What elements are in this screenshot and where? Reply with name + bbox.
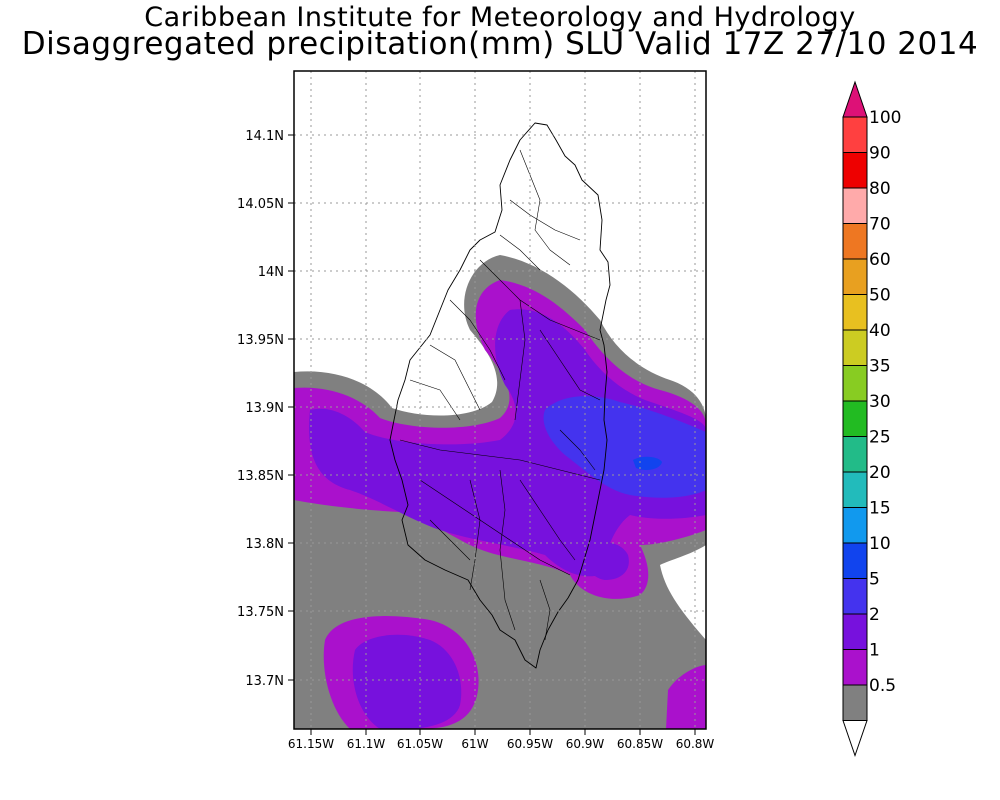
colorbar-over-arrow	[842, 80, 868, 118]
lat-label-14-1n: 14.1N	[245, 129, 284, 144]
colorbar-label: 20	[869, 463, 891, 483]
longitude-labels: 61.15W 61.1W 61.05W 61W 60.95W 60.9W 60.…	[288, 737, 715, 751]
latitude-axis	[288, 134, 294, 681]
lon-label-61-1w: 61.1W	[347, 737, 386, 751]
colorbar-swatch	[842, 223, 868, 260]
district-boundaries	[399, 149, 601, 641]
lat-label-13-8n: 13.8N	[245, 537, 284, 552]
colorbar-swatch	[842, 294, 868, 331]
saint-lucia-coastline	[389, 122, 611, 669]
colorbar-swatch	[842, 471, 868, 508]
colorbar-label: 80	[869, 179, 891, 199]
colorbar-swatch	[842, 613, 868, 650]
coastline-and-boundaries	[389, 122, 611, 669]
colorbar-label: 100	[869, 108, 901, 128]
grid-lines	[294, 71, 706, 729]
colorbar-swatch	[842, 684, 868, 721]
precip-1mm-area-se	[666, 665, 706, 729]
colorbar-swatch	[842, 400, 868, 437]
lat-label-13-75n: 13.75N	[237, 605, 284, 620]
lon-label-60-95w: 60.95W	[507, 737, 553, 751]
colorbar-legend: 100 90 80 70 60 50 40 35 30 25 20 15 10 5 2 1 0.5	[842, 80, 901, 758]
colorbar-label: 70	[869, 215, 891, 235]
colorbar-label: 10	[869, 534, 891, 554]
colorbar-label: 30	[869, 392, 891, 412]
lat-label-13-95n: 13.95N	[237, 333, 284, 348]
precip-2mm-area-south2	[585, 542, 629, 580]
colorbar-label: 40	[869, 321, 891, 341]
lon-label-61-05w: 61.05W	[397, 737, 443, 751]
colorbar-label: 5	[869, 570, 880, 590]
lat-label-13-7n: 13.7N	[245, 674, 284, 689]
colorbar-label: 50	[869, 286, 891, 306]
colorbar-label: 60	[869, 250, 891, 270]
colorbar-swatch	[842, 329, 868, 366]
colorbar-label: 35	[869, 357, 891, 377]
lat-label-13-9n: 13.9N	[245, 401, 284, 416]
longitude-axis	[310, 729, 696, 735]
colorbar-swatch	[842, 258, 868, 295]
plot-frame	[293, 70, 707, 730]
colorbar-label: 1	[869, 641, 880, 661]
colorbar-swatch	[842, 187, 868, 224]
lon-label-61-15w: 61.15W	[288, 737, 334, 751]
lon-label-60-85w: 60.85W	[617, 737, 663, 751]
colorbar-label: 25	[869, 428, 891, 448]
lat-label-14n: 14N	[258, 265, 284, 280]
title-institute: Caribbean Institute for Meteorology and …	[144, 2, 856, 33]
colorbar-swatch	[842, 152, 868, 189]
colorbar-swatch	[842, 507, 868, 544]
colorbar-swatch	[842, 542, 868, 579]
colorbar-swatch	[842, 365, 868, 402]
colorbar-swatch	[842, 649, 868, 686]
colorbar-swatch	[842, 436, 868, 473]
lon-label-61w: 61W	[461, 737, 488, 751]
precip-5mm-area	[543, 396, 706, 498]
precip-10mm-area	[633, 456, 662, 470]
colorbar-swatch	[842, 578, 868, 615]
colorbar-label: 90	[869, 144, 891, 164]
plot-area	[293, 70, 707, 730]
colorbar-under-arrow	[842, 720, 868, 758]
precip-2mm-area-south	[352, 634, 462, 729]
latitude-labels: 14.1N 14.05N 14N 13.95N 13.9N 13.85N 13.…	[237, 129, 284, 689]
lon-label-60-9w: 60.9W	[566, 737, 605, 751]
colorbar-swatch	[842, 116, 868, 153]
lon-label-60-8w: 60.8W	[676, 737, 715, 751]
lat-label-14-05n: 14.05N	[237, 197, 284, 212]
lat-label-13-85n: 13.85N	[237, 469, 284, 484]
title-product: Disaggregated precipitation(mm) SLU Vali…	[21, 26, 979, 62]
colorbar-label: 15	[869, 499, 891, 519]
colorbar-label: 0.5	[869, 676, 896, 696]
colorbar-label: 2	[869, 605, 880, 625]
